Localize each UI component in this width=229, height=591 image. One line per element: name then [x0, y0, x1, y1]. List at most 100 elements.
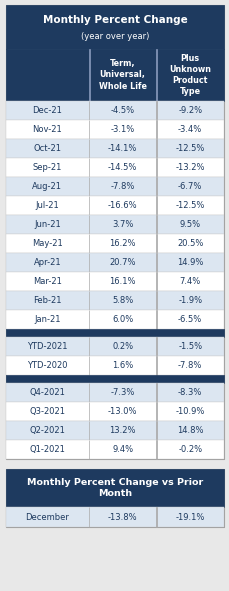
Text: Apr-21: Apr-21 — [33, 258, 61, 267]
Text: December: December — [25, 512, 69, 521]
Bar — [88, 356, 89, 375]
Bar — [6, 329, 223, 337]
Bar — [6, 253, 223, 272]
Text: Q1-2021: Q1-2021 — [29, 445, 65, 454]
Bar — [88, 215, 89, 234]
Text: Term,
Universal,
Whole Life: Term, Universal, Whole Life — [98, 60, 146, 90]
Bar — [88, 49, 89, 101]
Text: -7.3%: -7.3% — [110, 388, 134, 397]
Text: Q3-2021: Q3-2021 — [29, 407, 65, 416]
Bar — [88, 272, 89, 291]
Bar — [6, 402, 223, 421]
Bar — [6, 5, 223, 49]
Text: Mar-21: Mar-21 — [33, 277, 62, 286]
Text: -16.6%: -16.6% — [107, 201, 137, 210]
Text: Q2-2021: Q2-2021 — [29, 426, 65, 435]
Bar — [6, 177, 223, 196]
Bar — [88, 440, 89, 459]
Text: -13.8%: -13.8% — [107, 512, 137, 521]
Text: -14.5%: -14.5% — [107, 163, 137, 172]
Text: -8.3%: -8.3% — [177, 388, 202, 397]
Bar — [6, 310, 223, 329]
Text: 9.4%: 9.4% — [112, 445, 133, 454]
Bar — [88, 158, 89, 177]
Text: 16.1%: 16.1% — [109, 277, 135, 286]
Bar — [6, 139, 223, 158]
Bar — [6, 158, 223, 177]
Text: 9.5%: 9.5% — [179, 220, 200, 229]
Text: -12.5%: -12.5% — [175, 201, 204, 210]
Text: -3.4%: -3.4% — [177, 125, 202, 134]
Text: -0.2%: -0.2% — [177, 445, 201, 454]
Text: 1.6%: 1.6% — [112, 361, 133, 370]
Text: Aug-21: Aug-21 — [32, 182, 62, 191]
Bar — [6, 196, 223, 215]
Text: Sep-21: Sep-21 — [33, 163, 62, 172]
Bar — [88, 337, 89, 356]
Text: YTD-2021: YTD-2021 — [27, 342, 67, 351]
Text: 14.8%: 14.8% — [176, 426, 203, 435]
Text: YTD-2020: YTD-2020 — [27, 361, 67, 370]
Text: -13.0%: -13.0% — [107, 407, 137, 416]
Bar — [6, 215, 223, 234]
Text: 14.9%: 14.9% — [176, 258, 202, 267]
Text: -3.1%: -3.1% — [110, 125, 134, 134]
Bar — [6, 101, 223, 120]
Text: 3.7%: 3.7% — [112, 220, 133, 229]
Text: Nov-21: Nov-21 — [33, 125, 62, 134]
Text: -9.2%: -9.2% — [177, 106, 201, 115]
Text: -10.9%: -10.9% — [175, 407, 204, 416]
Bar — [6, 507, 223, 527]
Text: (year over year): (year over year) — [80, 32, 149, 41]
Bar — [6, 272, 223, 291]
Bar — [6, 337, 223, 356]
Text: -13.2%: -13.2% — [175, 163, 204, 172]
Bar — [6, 291, 223, 310]
Text: Jul-21: Jul-21 — [35, 201, 59, 210]
Bar — [88, 101, 89, 120]
Bar — [6, 5, 223, 459]
Bar — [156, 49, 157, 101]
Text: 16.2%: 16.2% — [109, 239, 135, 248]
Text: -19.1%: -19.1% — [175, 512, 204, 521]
Text: 7.4%: 7.4% — [179, 277, 200, 286]
Text: -6.7%: -6.7% — [177, 182, 202, 191]
Text: -1.9%: -1.9% — [177, 296, 201, 305]
Text: Plus
Unknown
Product
Type: Plus Unknown Product Type — [169, 54, 210, 96]
Text: May-21: May-21 — [32, 239, 63, 248]
Bar — [88, 139, 89, 158]
Text: Monthly Percent Change vs Prior
Month: Monthly Percent Change vs Prior Month — [27, 478, 202, 498]
Bar — [88, 120, 89, 139]
Text: -6.5%: -6.5% — [177, 315, 202, 324]
Bar — [6, 440, 223, 459]
Bar — [6, 469, 223, 507]
Text: -7.8%: -7.8% — [110, 182, 134, 191]
Bar — [88, 253, 89, 272]
Bar — [88, 310, 89, 329]
Bar — [6, 421, 223, 440]
Bar — [88, 234, 89, 253]
Text: Feb-21: Feb-21 — [33, 296, 61, 305]
Bar — [88, 291, 89, 310]
Text: -7.8%: -7.8% — [177, 361, 202, 370]
Text: -4.5%: -4.5% — [110, 106, 134, 115]
Bar — [88, 402, 89, 421]
Text: Q4-2021: Q4-2021 — [29, 388, 65, 397]
Text: -1.5%: -1.5% — [177, 342, 201, 351]
Bar — [88, 421, 89, 440]
Text: 5.8%: 5.8% — [112, 296, 133, 305]
Text: 20.7%: 20.7% — [109, 258, 135, 267]
Text: -12.5%: -12.5% — [175, 144, 204, 153]
Text: 0.2%: 0.2% — [112, 342, 133, 351]
Text: 13.2%: 13.2% — [109, 426, 135, 435]
Text: Jan-21: Jan-21 — [34, 315, 60, 324]
Bar — [88, 196, 89, 215]
Bar — [88, 177, 89, 196]
Bar — [6, 120, 223, 139]
Bar — [88, 507, 89, 527]
Bar — [6, 383, 223, 402]
Text: Monthly Percent Change: Monthly Percent Change — [42, 15, 187, 25]
Bar — [88, 383, 89, 402]
Bar — [6, 356, 223, 375]
Text: Jun-21: Jun-21 — [34, 220, 60, 229]
